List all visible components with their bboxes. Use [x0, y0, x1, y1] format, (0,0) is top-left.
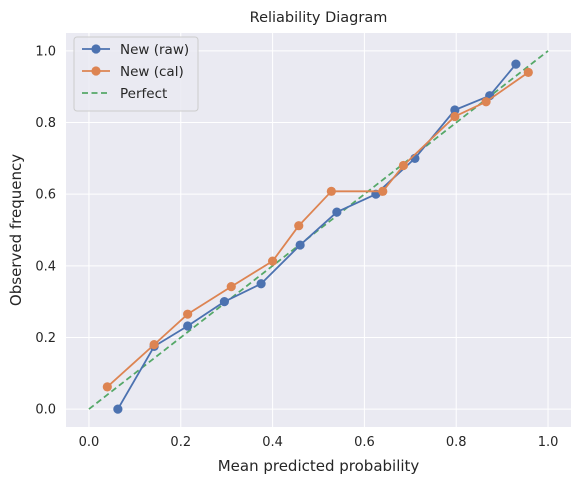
x-tick-label: 0.4	[262, 435, 283, 450]
x-tick-label: 0.8	[446, 435, 467, 450]
x-tick-label: 0.0	[79, 435, 100, 450]
series-line	[117, 63, 517, 410]
data-point	[450, 105, 460, 115]
legend: New (raw) New (cal) Perfect	[73, 36, 199, 112]
data-point	[481, 97, 491, 107]
series-line	[88, 50, 549, 410]
y-tick-label: 0.0	[35, 403, 56, 418]
data-point	[294, 221, 304, 231]
data-point	[183, 321, 193, 331]
series-new-cal	[102, 67, 533, 392]
x-tick-label: 0.6	[354, 435, 375, 450]
data-point	[226, 281, 236, 292]
series-layer	[88, 50, 549, 414]
legend-label: New (raw)	[120, 42, 189, 58]
x-axis-label: Mean predicted probability	[218, 457, 420, 475]
data-point	[102, 382, 112, 392]
data-point	[295, 240, 305, 250]
tick-labels: 0.0 0.2 0.4 0.6 0.8 1.0 0.0 0.2 0.4 0.6 0.8 1.0	[35, 44, 558, 450]
legend-item: New (cal)	[82, 64, 184, 80]
data-point	[398, 160, 409, 171]
y-tick-label: 1.0	[35, 44, 56, 59]
data-point	[523, 67, 533, 77]
y-tick-label: 0.8	[35, 116, 56, 131]
legend-item: Perfect	[82, 86, 167, 102]
y-tick-label: 0.4	[35, 259, 56, 274]
data-point	[326, 186, 336, 196]
series-perfect	[88, 50, 549, 410]
data-point	[378, 186, 388, 196]
grid	[66, 33, 571, 427]
legend-label: New (cal)	[120, 64, 184, 80]
legend-marker	[91, 44, 101, 54]
legend-label: Perfect	[120, 86, 167, 102]
data-point	[183, 309, 193, 319]
x-tick-label: 1.0	[538, 435, 559, 450]
data-point	[267, 256, 278, 266]
legend-marker	[91, 66, 101, 76]
series-line	[106, 71, 529, 388]
y-tick-label: 0.6	[35, 188, 56, 203]
legend-item: New (raw)	[82, 42, 189, 58]
y-axis-label: Observed frequency	[7, 154, 25, 306]
data-point	[149, 340, 159, 350]
data-point	[113, 404, 123, 414]
x-tick-label: 0.2	[170, 435, 191, 450]
y-tick-label: 0.2	[35, 331, 56, 346]
data-point	[219, 297, 229, 307]
chart-title: Reliability Diagram	[250, 10, 388, 26]
data-point	[332, 207, 342, 217]
data-point	[450, 111, 460, 122]
data-point	[511, 59, 521, 69]
data-point	[256, 279, 266, 289]
